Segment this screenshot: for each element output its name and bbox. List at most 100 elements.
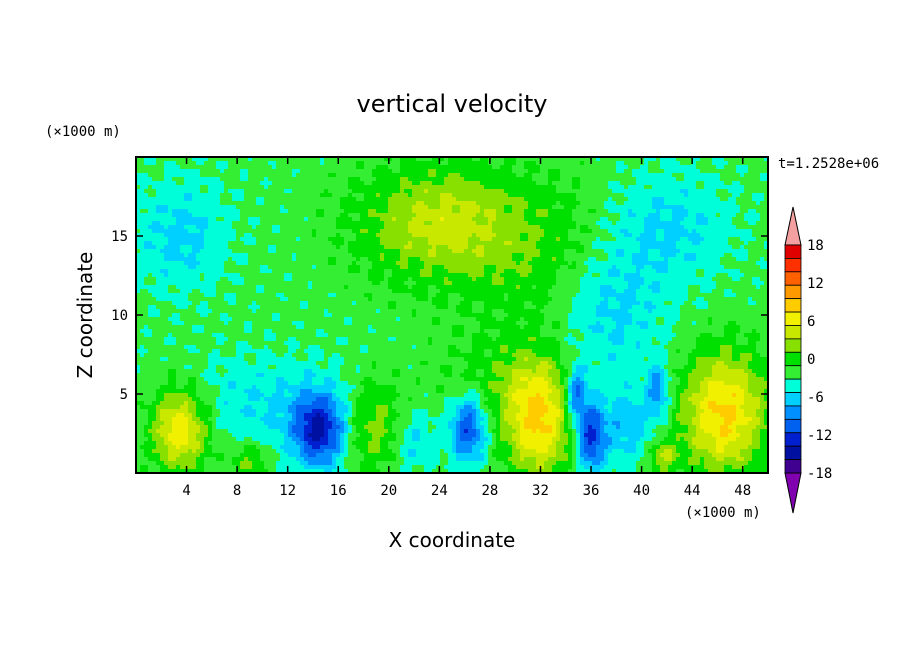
field-cell: [436, 241, 441, 246]
field-cell: [280, 213, 285, 218]
field-cell: [436, 221, 441, 226]
field-cell: [340, 169, 345, 174]
field-cell: [600, 225, 605, 230]
field-cell: [284, 197, 289, 202]
field-cell: [480, 273, 485, 278]
field-cell: [152, 261, 157, 266]
field-cell: [616, 217, 621, 222]
field-cell: [612, 185, 617, 190]
field-cell: [184, 249, 189, 254]
field-cell: [164, 197, 169, 202]
field-cell: [528, 261, 533, 266]
field-cell: [500, 249, 505, 254]
field-cell: [636, 237, 641, 242]
field-cell: [704, 177, 709, 182]
field-cell: [420, 177, 425, 182]
field-cell: [196, 249, 201, 254]
field-cell: [240, 273, 245, 278]
field-cell: [436, 169, 441, 174]
field-cell: [348, 169, 353, 174]
field-cell: [432, 265, 437, 270]
field-cell: [580, 261, 585, 266]
field-cell: [712, 265, 717, 270]
field-cell: [448, 233, 453, 238]
field-cell: [580, 253, 585, 258]
field-cell: [680, 277, 685, 282]
field-cell: [424, 221, 429, 226]
field-cell: [608, 253, 613, 258]
field-cell: [204, 253, 209, 258]
field-cell: [268, 229, 273, 234]
field-cell: [368, 205, 373, 210]
field-cell: [684, 277, 689, 282]
field-cell: [256, 257, 261, 262]
field-cell: [544, 253, 549, 258]
field-cell: [400, 261, 405, 266]
field-cell: [396, 205, 401, 210]
field-cell: [604, 253, 609, 258]
field-cell: [312, 273, 317, 278]
field-cell: [540, 261, 545, 266]
field-cell: [216, 273, 221, 278]
field-cell: [548, 209, 553, 214]
field-cell: [140, 225, 145, 230]
field-cell: [588, 269, 593, 274]
field-cell: [732, 205, 737, 210]
field-cell: [756, 265, 761, 270]
field-cell: [404, 197, 409, 202]
field-cell: [248, 217, 253, 222]
field-cell: [540, 237, 545, 242]
field-cell: [320, 273, 325, 278]
field-cell: [212, 181, 217, 186]
field-cell: [720, 217, 725, 222]
field-cell: [304, 165, 309, 170]
field-cell: [600, 273, 605, 278]
field-cell: [492, 193, 497, 198]
field-cell: [256, 169, 261, 174]
field-cell: [208, 157, 213, 162]
field-cell: [648, 233, 653, 238]
field-cell: [512, 273, 517, 278]
field-cell: [400, 249, 405, 254]
field-cell: [408, 209, 413, 214]
field-cell: [748, 229, 753, 234]
field-cell: [596, 165, 601, 170]
field-cell: [420, 245, 425, 250]
field-cell: [396, 265, 401, 270]
field-cell: [408, 181, 413, 186]
field-cell: [164, 265, 169, 270]
field-cell: [640, 269, 645, 274]
field-cell: [504, 281, 509, 286]
field-cell: [248, 281, 253, 286]
field-cell: [560, 273, 565, 278]
field-cell: [608, 165, 613, 170]
field-cell: [396, 249, 401, 254]
field-cell: [212, 189, 217, 194]
field-cell: [560, 237, 565, 242]
field-cell: [152, 197, 157, 202]
field-cell: [508, 205, 513, 210]
field-cell: [744, 249, 749, 254]
field-cell: [432, 169, 437, 174]
field-cell: [188, 165, 193, 170]
field-cell: [376, 201, 381, 206]
field-cell: [692, 273, 697, 278]
field-cell: [160, 281, 165, 286]
field-cell: [648, 269, 653, 274]
field-cell: [368, 253, 373, 258]
field-cell: [256, 249, 261, 254]
field-cell: [260, 261, 265, 266]
field-cell: [284, 193, 289, 198]
field-cell: [276, 193, 281, 198]
field-cell: [404, 213, 409, 218]
field-cell: [460, 237, 465, 242]
field-cell: [168, 281, 173, 286]
field-cell: [552, 209, 557, 214]
field-cell: [628, 161, 633, 166]
field-cell: [508, 241, 513, 246]
field-cell: [468, 197, 473, 202]
field-cell: [328, 213, 333, 218]
field-cell: [560, 245, 565, 250]
field-cell: [352, 161, 357, 166]
field-cell: [412, 249, 417, 254]
